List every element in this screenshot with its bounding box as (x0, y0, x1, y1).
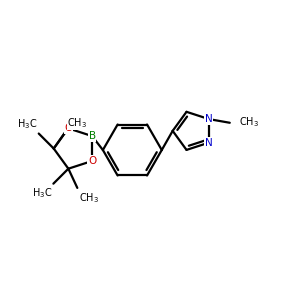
Text: O: O (88, 156, 96, 166)
Text: H$_3$C: H$_3$C (17, 117, 37, 130)
Text: O: O (64, 123, 73, 134)
Text: CH$_3$: CH$_3$ (238, 115, 259, 129)
Text: N: N (205, 138, 213, 148)
Text: CH$_3$: CH$_3$ (67, 116, 87, 130)
Text: N: N (205, 114, 213, 124)
Text: H$_3$C: H$_3$C (32, 186, 52, 200)
Text: B: B (88, 131, 96, 141)
Text: CH$_3$: CH$_3$ (79, 191, 99, 205)
